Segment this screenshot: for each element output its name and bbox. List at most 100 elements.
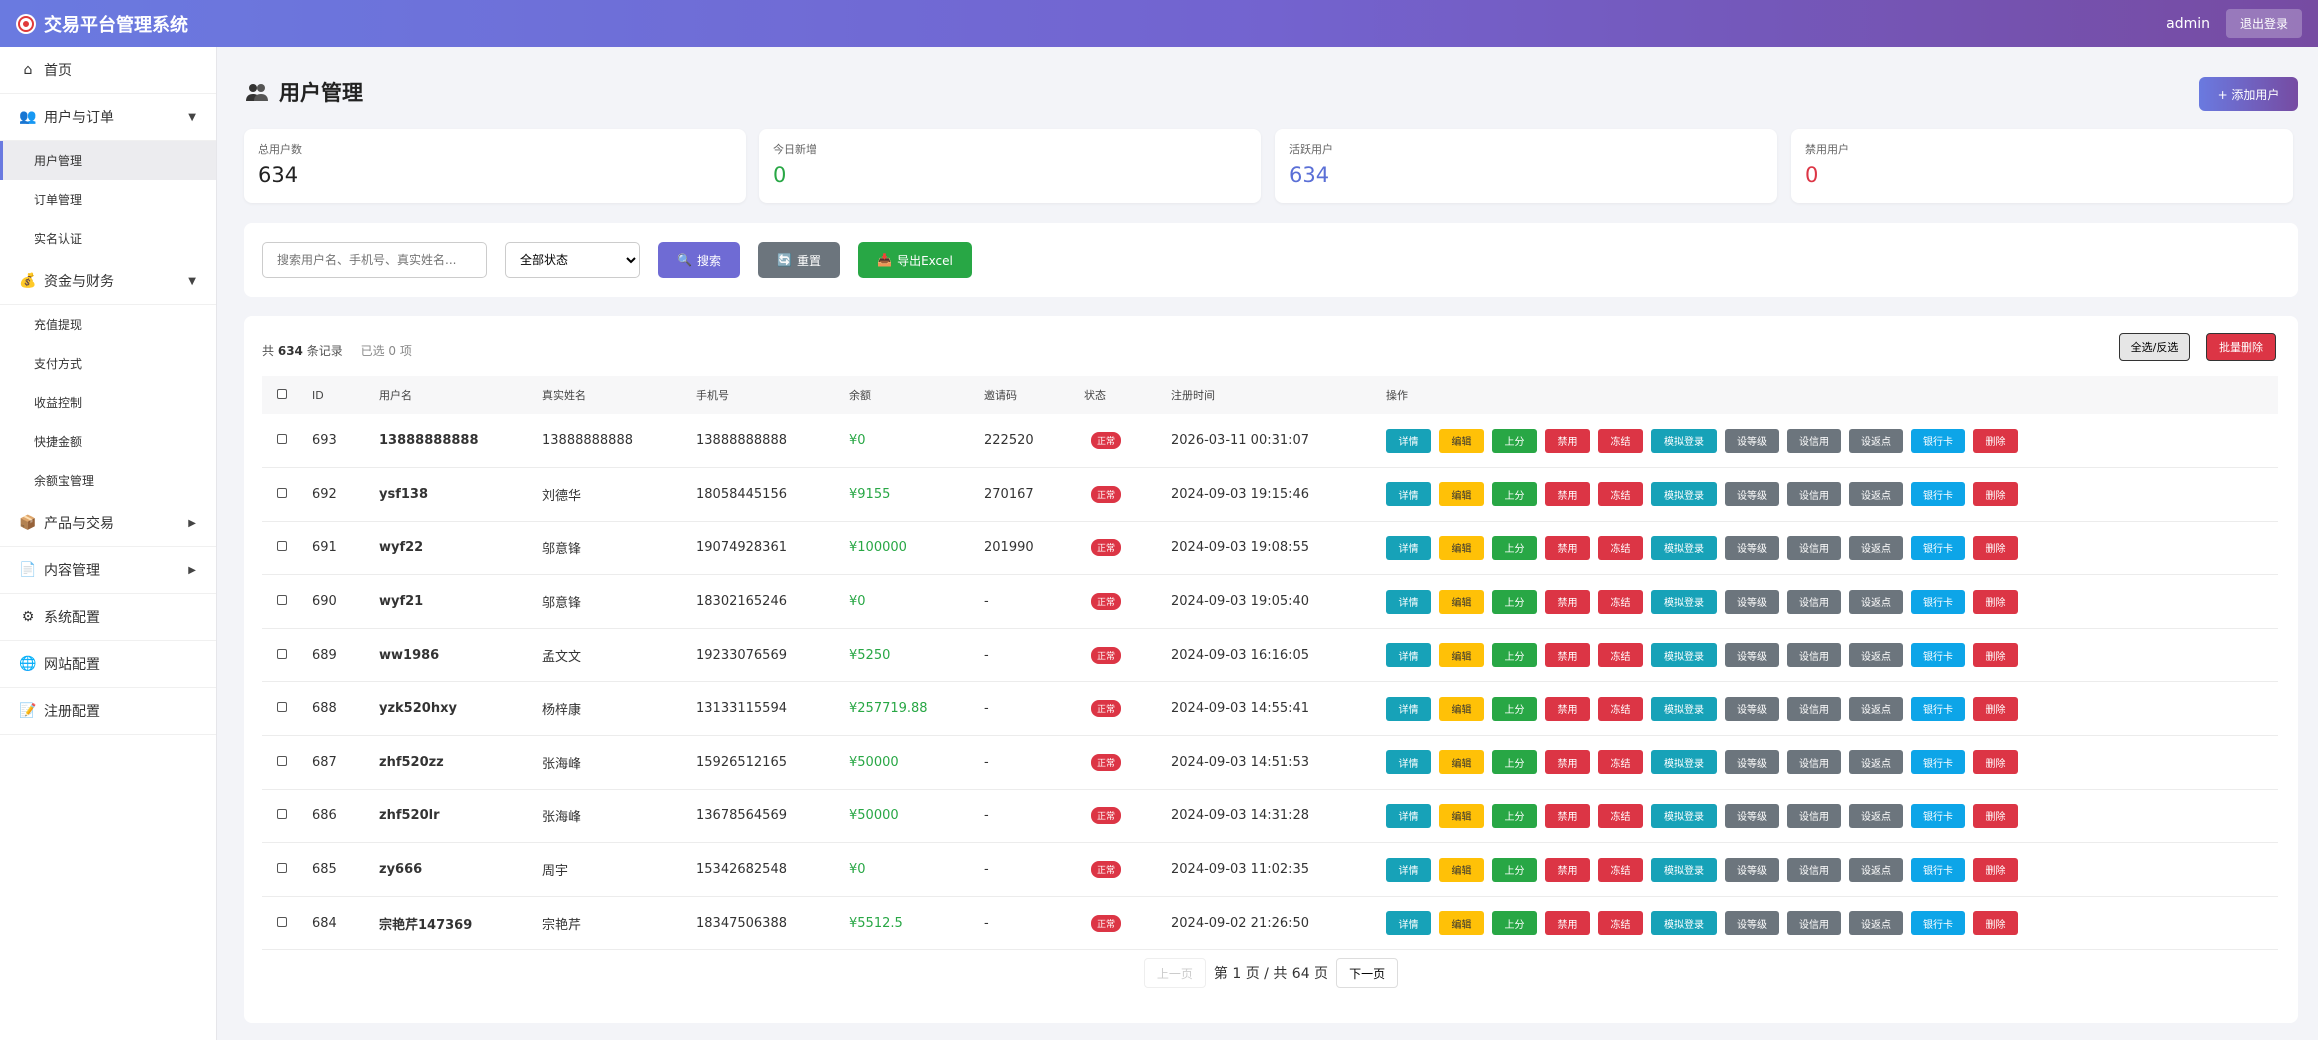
action-button[interactable]: 编辑	[1439, 696, 1484, 721]
action-button[interactable]: 禁用	[1545, 911, 1590, 936]
action-button[interactable]: 设等级	[1725, 589, 1779, 614]
action-button[interactable]: 上分	[1492, 696, 1537, 721]
select-all-checkbox[interactable]	[277, 388, 287, 399]
action-button[interactable]: 详情	[1386, 857, 1431, 882]
action-button[interactable]: 上分	[1492, 750, 1537, 775]
action-button[interactable]: 编辑	[1439, 750, 1484, 775]
row-checkbox[interactable]	[277, 755, 287, 766]
action-button[interactable]: 删除	[1973, 803, 2018, 828]
bulk-delete-button[interactable]: 批量删除	[2206, 333, 2276, 361]
action-button[interactable]: 冻结	[1598, 643, 1643, 668]
action-button[interactable]: 设等级	[1725, 696, 1779, 721]
action-button[interactable]: 冻结	[1598, 803, 1643, 828]
action-button[interactable]: 详情	[1386, 482, 1431, 507]
sidebar-item[interactable]: 📝 注册配置	[0, 688, 216, 735]
action-button[interactable]: 冻结	[1598, 589, 1643, 614]
action-button[interactable]: 模拟登录	[1651, 643, 1717, 668]
row-checkbox[interactable]	[277, 809, 287, 820]
action-button[interactable]: 设返点	[1849, 589, 1903, 614]
action-button[interactable]: 冻结	[1598, 750, 1643, 775]
row-checkbox[interactable]	[277, 487, 287, 498]
action-button[interactable]: 删除	[1973, 535, 2018, 560]
action-button[interactable]: 银行卡	[1911, 535, 1965, 560]
action-button[interactable]: 编辑	[1439, 482, 1484, 507]
sidebar-item[interactable]: 📦 产品与交易 ▶	[0, 500, 216, 547]
action-button[interactable]: 模拟登录	[1651, 482, 1717, 507]
action-button[interactable]: 编辑	[1439, 535, 1484, 560]
action-button[interactable]: 禁用	[1545, 589, 1590, 614]
action-button[interactable]: 禁用	[1545, 750, 1590, 775]
action-button[interactable]: 禁用	[1545, 803, 1590, 828]
sidebar-item[interactable]: ⌂ 首页	[0, 47, 216, 94]
search-button[interactable]: 🔍 搜索	[658, 242, 740, 278]
action-button[interactable]: 模拟登录	[1651, 750, 1717, 775]
sidebar-item[interactable]: 💰 资金与财务 ▼	[0, 258, 216, 305]
action-button[interactable]: 模拟登录	[1651, 696, 1717, 721]
action-button[interactable]: 冻结	[1598, 857, 1643, 882]
action-button[interactable]: 禁用	[1545, 696, 1590, 721]
action-button[interactable]: 删除	[1973, 750, 2018, 775]
action-button[interactable]: 设信用	[1787, 696, 1841, 721]
action-button[interactable]: 上分	[1492, 911, 1537, 936]
action-button[interactable]: 删除	[1973, 589, 2018, 614]
action-button[interactable]: 上分	[1492, 589, 1537, 614]
action-button[interactable]: 设返点	[1849, 750, 1903, 775]
export-excel-button[interactable]: 📥 导出Excel	[858, 242, 972, 278]
action-button[interactable]: 删除	[1973, 482, 2018, 507]
sidebar-subitem[interactable]: 实名认证	[34, 232, 83, 246]
sidebar-subitem[interactable]: 用户管理	[0, 141, 216, 180]
action-button[interactable]: 设信用	[1787, 428, 1841, 453]
action-button[interactable]: 禁用	[1545, 482, 1590, 507]
action-button[interactable]: 详情	[1386, 803, 1431, 828]
action-button[interactable]: 禁用	[1545, 428, 1590, 453]
status-filter-select[interactable]: 全部状态	[505, 242, 640, 278]
action-button[interactable]: 上分	[1492, 428, 1537, 453]
action-button[interactable]: 设等级	[1725, 643, 1779, 668]
action-button[interactable]: 编辑	[1439, 643, 1484, 668]
action-button[interactable]: 模拟登录	[1651, 535, 1717, 560]
sidebar-subitem[interactable]: 收益控制	[34, 396, 83, 410]
action-button[interactable]: 详情	[1386, 589, 1431, 614]
prev-page-button[interactable]: 上一页	[1143, 958, 1206, 988]
action-button[interactable]: 银行卡	[1911, 857, 1965, 882]
action-button[interactable]: 设返点	[1849, 643, 1903, 668]
action-button[interactable]: 设信用	[1787, 589, 1841, 614]
sidebar-subitem[interactable]: 支付方式	[34, 357, 83, 371]
action-button[interactable]: 银行卡	[1911, 803, 1965, 828]
action-button[interactable]: 删除	[1973, 428, 2018, 453]
row-checkbox[interactable]	[277, 648, 287, 659]
sidebar-subitem[interactable]: 充值提现	[34, 318, 83, 332]
action-button[interactable]: 冻结	[1598, 482, 1643, 507]
action-button[interactable]: 银行卡	[1911, 482, 1965, 507]
action-button[interactable]: 设返点	[1849, 482, 1903, 507]
action-button[interactable]: 冻结	[1598, 428, 1643, 453]
action-button[interactable]: 删除	[1973, 696, 2018, 721]
action-button[interactable]: 设等级	[1725, 535, 1779, 560]
action-button[interactable]: 模拟登录	[1651, 589, 1717, 614]
action-button[interactable]: 模拟登录	[1651, 803, 1717, 828]
action-button[interactable]: 编辑	[1439, 589, 1484, 614]
action-button[interactable]: 删除	[1973, 857, 2018, 882]
sidebar-subitem[interactable]: 余额宝管理	[34, 474, 95, 488]
sidebar-subitem[interactable]: 订单管理	[34, 193, 83, 207]
action-button[interactable]: 设等级	[1725, 911, 1779, 936]
action-button[interactable]: 设等级	[1725, 857, 1779, 882]
action-button[interactable]: 删除	[1973, 911, 2018, 936]
sidebar-item[interactable]: 🌐 网站配置	[0, 641, 216, 688]
sidebar-item[interactable]: 👥 用户与订单 ▼	[0, 94, 216, 141]
action-button[interactable]: 模拟登录	[1651, 857, 1717, 882]
action-button[interactable]: 设返点	[1849, 857, 1903, 882]
action-button[interactable]: 禁用	[1545, 535, 1590, 560]
search-input[interactable]	[262, 242, 487, 278]
sidebar-subitem[interactable]: 快捷金额	[34, 435, 83, 449]
action-button[interactable]: 上分	[1492, 803, 1537, 828]
action-button[interactable]: 设返点	[1849, 428, 1903, 453]
action-button[interactable]: 设信用	[1787, 911, 1841, 936]
action-button[interactable]: 模拟登录	[1651, 911, 1717, 936]
action-button[interactable]: 设信用	[1787, 857, 1841, 882]
action-button[interactable]: 禁用	[1545, 643, 1590, 668]
action-button[interactable]: 设返点	[1849, 803, 1903, 828]
action-button[interactable]: 设等级	[1725, 803, 1779, 828]
row-checkbox[interactable]	[277, 434, 287, 445]
action-button[interactable]: 设信用	[1787, 535, 1841, 560]
